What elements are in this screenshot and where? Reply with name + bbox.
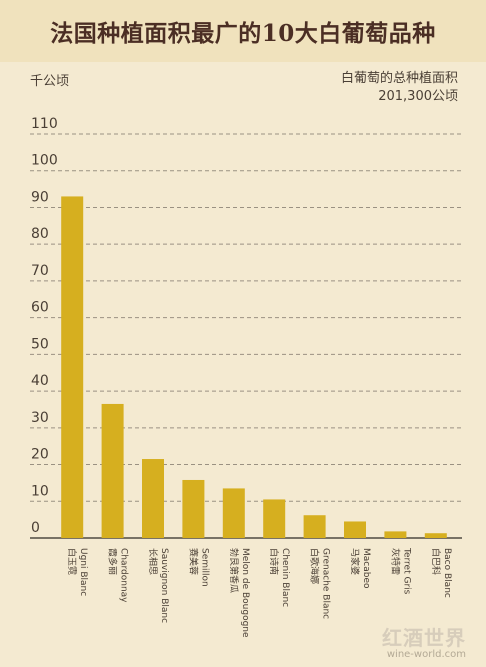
y-tick-label: 30 (31, 410, 49, 426)
bar-4 (182, 479, 205, 538)
x-category-label-en: Chenin Blanc (280, 548, 290, 607)
bar-10 (424, 533, 447, 538)
y-tick-label: 20 (31, 447, 49, 463)
bar-3 (142, 459, 164, 538)
y-tick-label: 40 (31, 373, 49, 389)
title-bar: 法国种植面积最广的10大白葡萄品种 (0, 0, 486, 62)
y-tick-label: 80 (31, 226, 49, 242)
y-axis-unit-label: 千公顷 (30, 74, 70, 89)
x-category-label-en: Melon de Bougogne (240, 548, 250, 638)
total-area-caption: 白葡萄的总种植面积 (340, 71, 458, 86)
y-tick-label: 50 (31, 336, 49, 352)
x-category-label-en: Semillon (199, 548, 209, 587)
bar-1 (61, 196, 84, 538)
x-category-label-zh: 赛美蓉 (187, 548, 199, 575)
x-category-label-zh: 马家婆 (349, 548, 361, 575)
y-tick-label: 70 (31, 263, 49, 279)
x-category-label-zh: 霞多丽 (107, 548, 119, 575)
bar-5 (222, 488, 245, 538)
x-category-label-zh: 白玉霓 (66, 548, 78, 575)
y-tick-label: 10 (31, 483, 49, 499)
y-tick-label: 60 (31, 300, 49, 316)
bar-6 (263, 499, 286, 538)
x-category-label-zh: 白歌海娜 (309, 548, 321, 584)
x-category-label-en: Baco Blanc (442, 548, 452, 598)
total-area-value: 201,300公顷 (378, 89, 458, 104)
watermark-text: 红酒世界 (382, 626, 466, 650)
x-category-label-zh: 灰特雷 (389, 548, 401, 575)
chart-title: 法国种植面积最广的10大白葡萄品种 (50, 20, 436, 47)
x-category-label-en: Terret Gris (401, 547, 411, 595)
total-area-label: 白葡萄的总种植面积 201,300公顷 (341, 70, 458, 106)
x-category-label-en: Ugni Blanc (78, 548, 88, 596)
x-category-label-en: Macabeo (361, 548, 371, 589)
bar-9 (384, 531, 407, 538)
x-category-label-en: Grenache Blanc (321, 548, 331, 619)
bar-8 (344, 521, 366, 538)
x-category-label-zh: 长相思 (147, 548, 159, 575)
y-tick-label: 110 (31, 116, 58, 132)
y-tick-label: 100 (31, 153, 58, 169)
y-tick-label: 90 (31, 189, 49, 205)
x-category-label-en: Sauvignon Blanc (159, 548, 169, 623)
watermark-logo: 红酒世界 wine-world.com (382, 622, 466, 660)
watermark-url: wine-world.com (386, 649, 466, 660)
bar-7 (303, 515, 326, 538)
y-tick-label: 0 (31, 520, 40, 536)
x-category-label-zh: 勃艮第香瓜 (228, 548, 240, 593)
x-category-label-zh: 白巴科 (430, 548, 442, 575)
x-category-label-en: Chardonnay (119, 548, 129, 603)
bar-2 (101, 403, 124, 538)
x-category-label-zh: 白诗南 (268, 548, 280, 575)
